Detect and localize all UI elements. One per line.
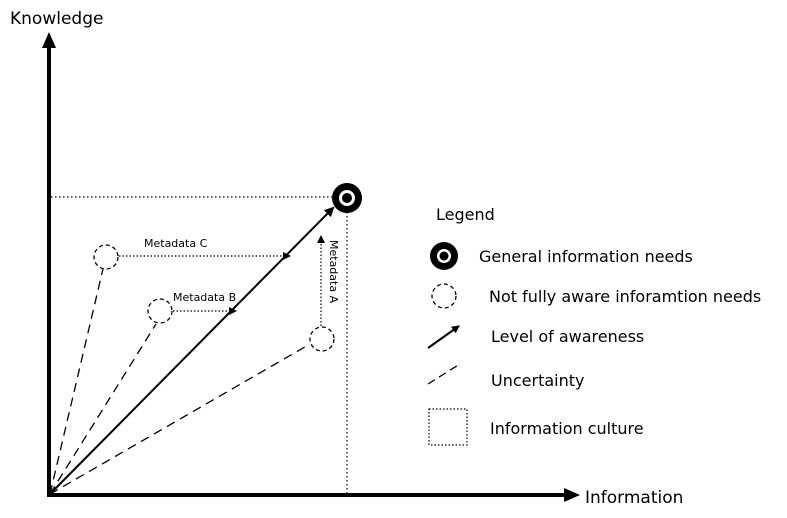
legend-target-circle-icon bbox=[430, 242, 458, 270]
legend-dashed-circle-icon bbox=[431, 283, 457, 309]
need-circle-b bbox=[147, 298, 173, 324]
legend: Legend General information needs Not ful… bbox=[427, 205, 761, 446]
legend-label-not-aware: Not fully aware inforamtion needs bbox=[489, 287, 761, 306]
uncertainty-line-a bbox=[49, 343, 311, 495]
metadata-c-label: Metadata C bbox=[144, 237, 208, 250]
awareness-arrow bbox=[49, 206, 335, 495]
legend-title: Legend bbox=[436, 205, 495, 224]
x-axis-arrowhead bbox=[564, 488, 580, 502]
x-axis-label: Information bbox=[585, 488, 683, 508]
target-circle-icon bbox=[332, 183, 362, 213]
uncertainty-line-b bbox=[49, 323, 157, 495]
legend-dotted-square-icon bbox=[428, 408, 468, 446]
legend-label-awareness: Level of awareness bbox=[491, 327, 644, 346]
legend-solid-arrow-icon bbox=[427, 325, 460, 349]
y-axis-arrowhead bbox=[42, 32, 56, 48]
y-axis-label: Knowledge bbox=[10, 9, 103, 29]
legend-dashed-line-icon bbox=[427, 363, 461, 385]
need-circle-a bbox=[309, 326, 335, 352]
uncertainty-line-c bbox=[49, 268, 104, 495]
metadata-a-label: Metadata A bbox=[327, 240, 340, 304]
legend-label-culture: Information culture bbox=[490, 419, 644, 438]
legend-label-uncertainty: Uncertainty bbox=[491, 371, 584, 390]
need-circle-c bbox=[93, 244, 119, 270]
legend-label-general: General information needs bbox=[479, 247, 693, 266]
metadata-b-label: Metadata B bbox=[173, 291, 236, 304]
